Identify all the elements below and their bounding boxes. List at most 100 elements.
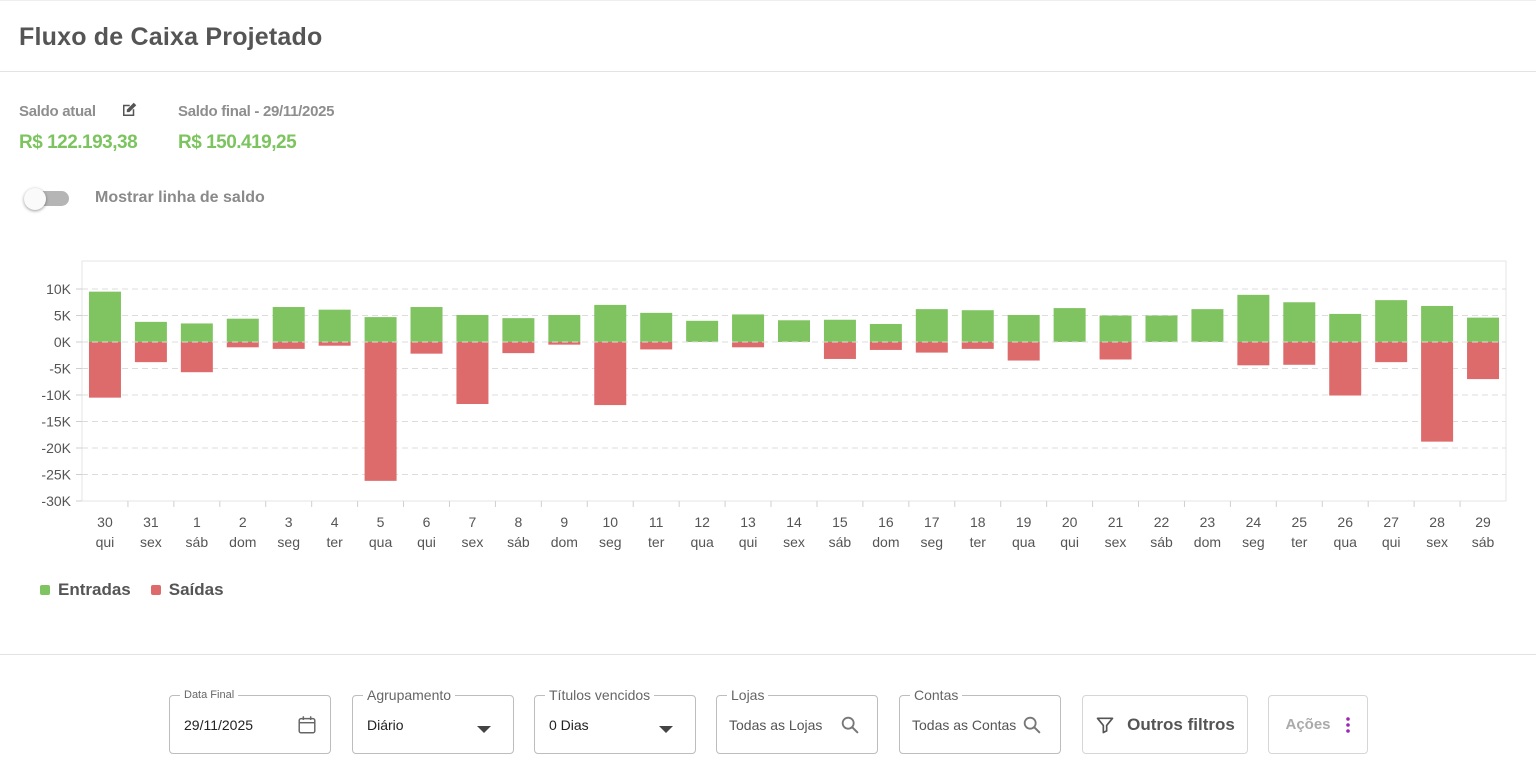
bar-saidas [1237, 342, 1270, 366]
bar-entradas [548, 314, 581, 342]
edit-icon[interactable] [120, 101, 138, 119]
more-vertical-icon [1345, 716, 1350, 733]
calendar-icon[interactable] [296, 714, 318, 736]
x-tick-label: 15 [832, 514, 848, 530]
x-weekday-label: qua [1012, 534, 1036, 550]
bar-entradas [1421, 305, 1454, 342]
bar-entradas [1375, 300, 1408, 342]
y-tick-label: -5K [49, 361, 71, 377]
bar-saidas [180, 342, 213, 373]
legend-swatch-saidas [150, 585, 161, 595]
overdue-titles-label: Títulos vencidos [545, 687, 655, 703]
end-date-value[interactable]: 29/11/2025 [184, 717, 254, 733]
bar-entradas [180, 323, 213, 342]
legend-swatch-entradas [40, 585, 50, 595]
x-tick-label: 12 [694, 514, 710, 530]
x-weekday-label: dom [1194, 534, 1221, 550]
x-tick-label: 4 [331, 514, 339, 530]
x-tick-label: 28 [1429, 514, 1445, 530]
legend-label-entradas: Entradas [58, 580, 131, 599]
x-tick-label: 18 [970, 514, 986, 530]
bar-entradas [640, 312, 673, 342]
chevron-down-icon[interactable] [477, 726, 491, 733]
stores-value[interactable]: Todas as Lojas [729, 717, 823, 733]
y-tick-label: -20K [41, 440, 71, 456]
bar-entradas [594, 304, 627, 342]
actions-button[interactable]: Ações [1268, 695, 1368, 754]
x-weekday-label: seg [599, 534, 622, 550]
y-tick-label: -10K [41, 387, 71, 403]
x-weekday-label: qui [1382, 534, 1401, 550]
bar-saidas [594, 342, 627, 406]
accounts-field[interactable]: Contas Todas as Contas [899, 687, 1061, 754]
accounts-value[interactable]: Todas as Contas [912, 717, 1017, 733]
x-tick-label: 7 [469, 514, 477, 530]
page-header: Fluxo de Caixa Projetado [0, 0, 1536, 72]
bar-saidas [1007, 342, 1040, 361]
bar-saidas [364, 342, 397, 481]
bar-saidas [1375, 342, 1408, 363]
end-date-field[interactable]: Data Final 29/11/2025 [169, 689, 331, 754]
bar-entradas [869, 323, 902, 342]
legend-saidas[interactable]: Saídas [150, 580, 224, 600]
grouping-select[interactable]: Agrupamento Diário [352, 687, 514, 754]
final-balance-value: R$ 150.419,25 [178, 132, 297, 153]
bar-saidas [640, 342, 673, 350]
x-tick-label: 24 [1246, 514, 1262, 530]
other-filters-label: Outros filtros [1127, 714, 1235, 734]
overdue-titles-select[interactable]: Títulos vencidos 0 Dias [534, 687, 696, 754]
bar-entradas [915, 309, 948, 342]
x-weekday-label: sex [140, 534, 162, 550]
bar-saidas [1329, 342, 1362, 396]
bar-entradas [1237, 294, 1270, 342]
stores-field[interactable]: Lojas Todas as Lojas [716, 687, 878, 754]
legend-entradas[interactable]: Entradas [40, 580, 131, 600]
current-balance-value: R$ 122.193,38 [19, 132, 138, 153]
x-weekday-label: ter [326, 534, 343, 550]
bar-saidas [226, 342, 259, 348]
bar-entradas [1467, 317, 1500, 342]
x-weekday-label: sex [783, 534, 805, 550]
search-icon[interactable] [839, 714, 861, 736]
x-tick-label: 21 [1108, 514, 1124, 530]
x-weekday-label: sáb [1150, 534, 1173, 550]
x-tick-label: 25 [1292, 514, 1308, 530]
balance-line-toggle[interactable] [24, 188, 70, 210]
x-weekday-label: qua [690, 534, 714, 550]
x-tick-label: 1 [193, 514, 201, 530]
x-weekday-label: sáb [507, 534, 530, 550]
toggle-knob [24, 188, 46, 210]
bar-entradas [318, 309, 351, 342]
bar-saidas [318, 342, 351, 346]
search-icon[interactable] [1021, 714, 1043, 736]
x-tick-label: 9 [560, 514, 568, 530]
plot-area [81, 260, 1507, 502]
x-tick-label: 19 [1016, 514, 1032, 530]
bar-entradas [1053, 308, 1086, 342]
x-weekday-label: sáb [829, 534, 852, 550]
other-filters-button[interactable]: Outros filtros [1082, 695, 1248, 754]
x-weekday-label: ter [1291, 534, 1308, 550]
y-tick-label: 5K [54, 308, 72, 324]
x-weekday-label: ter [970, 534, 987, 550]
bar-entradas [1329, 313, 1362, 342]
x-tick-label: 16 [878, 514, 894, 530]
x-tick-label: 17 [924, 514, 940, 530]
chevron-down-icon[interactable] [659, 726, 673, 733]
current-balance: Saldo atual R$ 122.193,38 [19, 101, 138, 154]
bar-saidas [961, 342, 994, 349]
bar-entradas [502, 318, 535, 342]
bar-entradas [778, 320, 810, 342]
bar-saidas [134, 342, 167, 363]
bar-entradas [1099, 315, 1132, 342]
end-date-label: Data Final [180, 689, 239, 701]
x-weekday-label: qua [1334, 534, 1358, 550]
x-weekday-label: seg [921, 534, 944, 550]
bar-entradas [686, 320, 719, 342]
final-balance: Saldo final - 29/11/2025 R$ 150.419,25 [178, 103, 335, 154]
x-tick-label: 14 [786, 514, 802, 530]
bar-entradas [364, 317, 397, 342]
stores-label: Lojas [727, 687, 769, 703]
x-tick-label: 31 [143, 514, 159, 530]
page-title: Fluxo de Caixa Projetado [19, 23, 323, 51]
